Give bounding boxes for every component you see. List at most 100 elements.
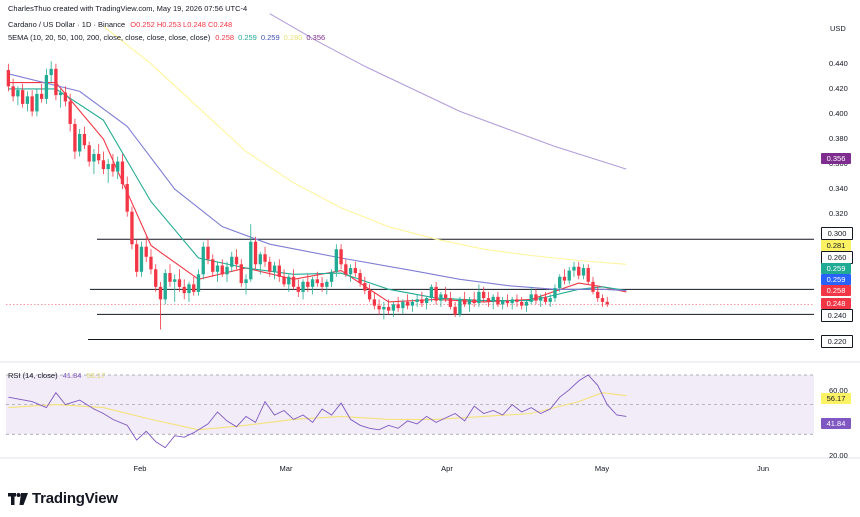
price-tag: 0.240 <box>821 308 853 322</box>
candle-body <box>244 279 248 284</box>
candle-body <box>16 90 20 97</box>
price-tick-label: 0.320 <box>829 209 848 219</box>
price-tag: 0.356 <box>821 152 851 164</box>
candle-body <box>453 306 457 315</box>
candle-body <box>367 290 372 300</box>
candle-body <box>586 268 590 282</box>
candle-body <box>158 286 163 300</box>
symbol-name[interactable]: Cardano / US Dollar · 1D · Binance <box>8 20 126 29</box>
candle-body <box>58 92 63 96</box>
candle-body <box>97 154 101 161</box>
candle-body <box>301 281 305 292</box>
price-tag: 0.259 <box>821 262 851 274</box>
candle-body <box>87 145 91 162</box>
candle-body <box>168 273 172 282</box>
candle-body <box>196 274 201 292</box>
candle-body <box>310 279 315 287</box>
rsi-ma-line <box>8 392 627 431</box>
candle-body <box>182 286 186 294</box>
candle-body <box>63 92 68 102</box>
candle-body <box>177 279 182 287</box>
ema-value-4: 0.356 <box>306 33 326 42</box>
candle-body <box>111 164 115 172</box>
rsi-legend: RSI (14, close) 41.84 56.17 <box>8 371 108 380</box>
ema-label[interactable]: 5EMA (10, 20, 50, 100, 200, close, close… <box>8 33 211 42</box>
candle-body <box>505 300 510 304</box>
candle-body <box>391 304 396 311</box>
candle-body <box>420 299 424 304</box>
candle-body <box>268 261 272 272</box>
candle-body <box>329 271 334 282</box>
candle-body <box>496 296 500 305</box>
ohlc-c: C0.248 <box>207 20 233 29</box>
candle-body <box>486 298 491 302</box>
candle-body <box>581 268 586 276</box>
ema-line-ema-20 <box>8 88 627 302</box>
tradingview-logo[interactable]: TradingView <box>8 490 118 507</box>
candle-body <box>344 264 348 275</box>
ema-line-ema-50 <box>8 73 627 292</box>
candle-body <box>562 276 567 281</box>
ema-value-0: 0.258 <box>215 33 235 42</box>
rsi-value: 41.84 <box>62 371 82 380</box>
price-tick-label: 0.400 <box>829 108 848 118</box>
rsi-label[interactable]: RSI (14, close) <box>8 371 58 380</box>
rsi-line <box>8 374 627 449</box>
candle-body <box>135 244 139 272</box>
candle-body <box>187 284 191 294</box>
price-tick-label: 0.340 <box>829 184 848 194</box>
candle-body <box>553 288 557 299</box>
price-tick-label: 0.380 <box>829 133 848 143</box>
candle-body <box>439 294 443 301</box>
candle-body <box>348 268 353 275</box>
candle-body <box>477 291 481 304</box>
candle-body <box>282 276 286 285</box>
candle-body <box>225 266 229 275</box>
time-tick-label: May <box>594 464 610 473</box>
candle-body <box>358 273 362 284</box>
candle-body <box>472 299 476 304</box>
candle-body <box>382 306 386 310</box>
candle-body <box>220 265 224 275</box>
candle-body <box>25 96 30 104</box>
candle-body <box>82 133 87 146</box>
candle-body <box>44 75 49 99</box>
candle-body <box>291 276 296 287</box>
ema-line-ema-200 <box>269 13 627 170</box>
ohlc-o: O0.252 <box>130 20 155 29</box>
candle-body <box>306 281 310 287</box>
candle-body <box>101 160 106 170</box>
ema-value-2: 0.259 <box>260 33 280 42</box>
candle-body <box>35 93 39 112</box>
rsi-ma-value: 56.17 <box>86 371 106 380</box>
price-tag: 0.300 <box>821 226 853 240</box>
brand-name: TradingView <box>32 490 118 507</box>
candle-body <box>539 296 543 301</box>
candle-body <box>567 270 571 281</box>
candle-body <box>372 299 377 306</box>
time-tick-label: Feb <box>133 464 147 473</box>
candle-body <box>424 298 429 304</box>
candle-body <box>206 246 210 260</box>
candle-body <box>120 161 125 185</box>
price-tag: 0.248 <box>821 297 851 309</box>
candle-body <box>558 276 562 289</box>
candle-body <box>54 68 58 96</box>
candle-body <box>401 301 405 309</box>
ema-value-3: 0.280 <box>283 33 303 42</box>
rsi-tag: 41.84 <box>821 417 851 429</box>
candle-body <box>92 154 96 162</box>
candle-body <box>296 286 300 292</box>
candle-body <box>491 296 495 302</box>
candle-body <box>434 286 438 301</box>
candle-body <box>482 291 486 299</box>
candle-body <box>510 299 514 304</box>
candle-body <box>339 249 343 265</box>
candle-body <box>501 300 505 305</box>
ema-value-1: 0.259 <box>238 33 257 42</box>
candle-body <box>467 299 472 305</box>
tradingview-logo-icon <box>8 492 28 505</box>
candle-body <box>543 296 548 302</box>
candle-body <box>429 286 434 299</box>
